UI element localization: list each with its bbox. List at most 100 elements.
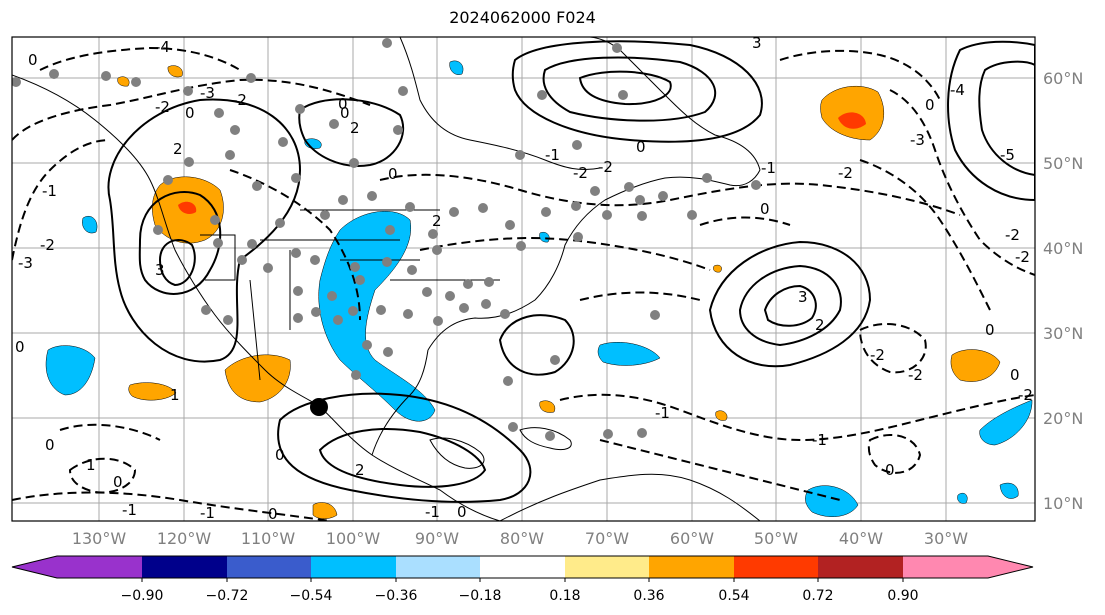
longitude-tick-label: 90°W [415,529,459,548]
contour-label: 0 [15,338,25,356]
contour-label: -3 [200,84,215,102]
colorbar-bin [396,556,480,578]
longitude-tick-label: 110°W [241,529,296,548]
colorbar-bin [311,556,396,578]
contour-label: 2 [355,461,365,479]
contour-label: -3 [910,131,925,149]
longitude-tick-label: 120°W [157,529,212,548]
contour-label: 0 [28,51,38,69]
contour-label: 2 [350,119,360,137]
contour-label: 0 [1010,366,1020,384]
contour-label: -2 [40,236,55,254]
colorbar-bin [142,556,227,578]
contour-label: 0 [268,505,278,523]
colorbar-tick-label: 0.18 [549,588,580,604]
longitude-tick-label: 80°W [500,529,544,548]
colorbar-tick-label: −0.54 [290,588,333,604]
contour-label: 3 [155,261,165,279]
colorbar-bin [565,556,649,578]
longitude-tick-label: 50°W [754,529,798,548]
colorbar-tick-label: −0.72 [206,588,249,604]
contour-label: 0 [388,165,398,183]
longitude-tick-label: 60°W [670,529,714,548]
contour-label: 0 [338,95,348,113]
contour-label: 0 [925,96,935,114]
contour-label: 2 [173,140,183,158]
contour-label: 0 [45,436,55,454]
longitude-tick-label: 130°W [72,529,127,548]
contour-label: -5 [1000,146,1015,164]
contour-label: -3 [18,254,33,272]
colorbar-tick-label: −0.90 [121,588,164,604]
contour-label: 0 [457,503,467,521]
latitude-tick-label: 30°N [1043,324,1083,343]
contour-label: 1 [86,456,96,474]
contour-label: -1 [122,501,137,519]
map-title: 2024062000 F024 [449,8,596,27]
contour-label: -2 [598,158,613,176]
map-panel[interactable]: -4 -3 -2 -2 0 2 0 2 0 -1 -2 -2 0 -1 -2 0… [11,34,1035,523]
contour-label: -1 [812,431,827,449]
contour-label: 0 [885,461,895,479]
contour-label: 2 [432,212,442,230]
contour-label: 3 [798,288,808,306]
colorbar-bins [12,556,1033,578]
latitude-tick-label: 20°N [1043,409,1083,428]
colorbar-tick-label: 0.90 [887,588,918,604]
colorbar-bin [903,556,988,578]
contour-label: -2 [232,91,247,109]
contour-label: -2 [908,366,923,384]
contour-label: -1 [42,182,57,200]
colorbar-ticks [141,578,904,582]
contour-label: 3 [752,34,762,52]
contour-label: -4 [155,38,170,56]
colorbar-bin [57,556,142,578]
contour-label: 2 [815,316,825,334]
storm-center-marker[interactable] [310,398,328,416]
contour-label: -2 [1015,248,1030,266]
colorbar-outline [11,555,1034,579]
positive-contours [107,40,1035,503]
colorbar-tick-label: 0.72 [802,588,833,604]
contour-label: 0 [340,104,350,122]
contour-label: 0 [275,446,285,464]
colorbar-tick-labels: −0.90 −0.72 −0.54 −0.36 −0.18 0.18 0.36 … [121,588,919,604]
longitude-axis: 130°W 120°W 110°W 100°W 90°W 80°W 70°W 6… [72,529,968,548]
longitude-tick-label: 100°W [326,529,381,548]
contour-label: -1 [761,159,776,177]
colorbar-bin [734,556,818,578]
contour-label: -1 [200,504,215,522]
contour-label: -2 [1018,386,1033,404]
contour-label: 0 [113,473,123,491]
latitude-tick-label: 50°N [1043,154,1083,173]
latitude-tick-label: 60°N [1043,69,1083,88]
colorbar-tick-label: −0.18 [459,588,502,604]
contour-label: 1 [170,386,180,404]
latitude-tick-label: 40°N [1043,239,1083,258]
longitude-tick-label: 70°W [585,529,629,548]
contour-label: -1 [425,503,440,521]
contour-label: 0 [760,200,770,218]
contour-label: 0 [985,321,995,339]
longitude-tick-label: 30°W [924,529,968,548]
latitude-tick-label: 10°N [1043,494,1083,513]
contour-label: 0 [636,138,646,156]
colorbar-bin [480,556,565,578]
strong-positive-fill [178,112,866,214]
contour-label: -2 [838,164,853,182]
colorbar-bin [227,556,311,578]
colorbar-over-triangle [988,556,1033,578]
coastlines [12,37,761,521]
colorbar-bin [649,556,734,578]
colorbar-tick-label: 0.36 [633,588,664,604]
contour-label: -2 [870,346,885,364]
station-markers [12,38,761,441]
contour-label: -1 [545,146,560,164]
colorbar: −0.90 −0.72 −0.54 −0.36 −0.18 0.18 0.36 … [11,555,1034,604]
latitude-axis: 60°N 50°N 40°N 30°N 20°N 10°N [1043,69,1083,513]
colorbar-tick-label: 0.54 [718,588,749,604]
contour-label: -4 [950,81,965,99]
contour-label: -2 [1005,226,1020,244]
contour-label: -1 [655,404,670,422]
